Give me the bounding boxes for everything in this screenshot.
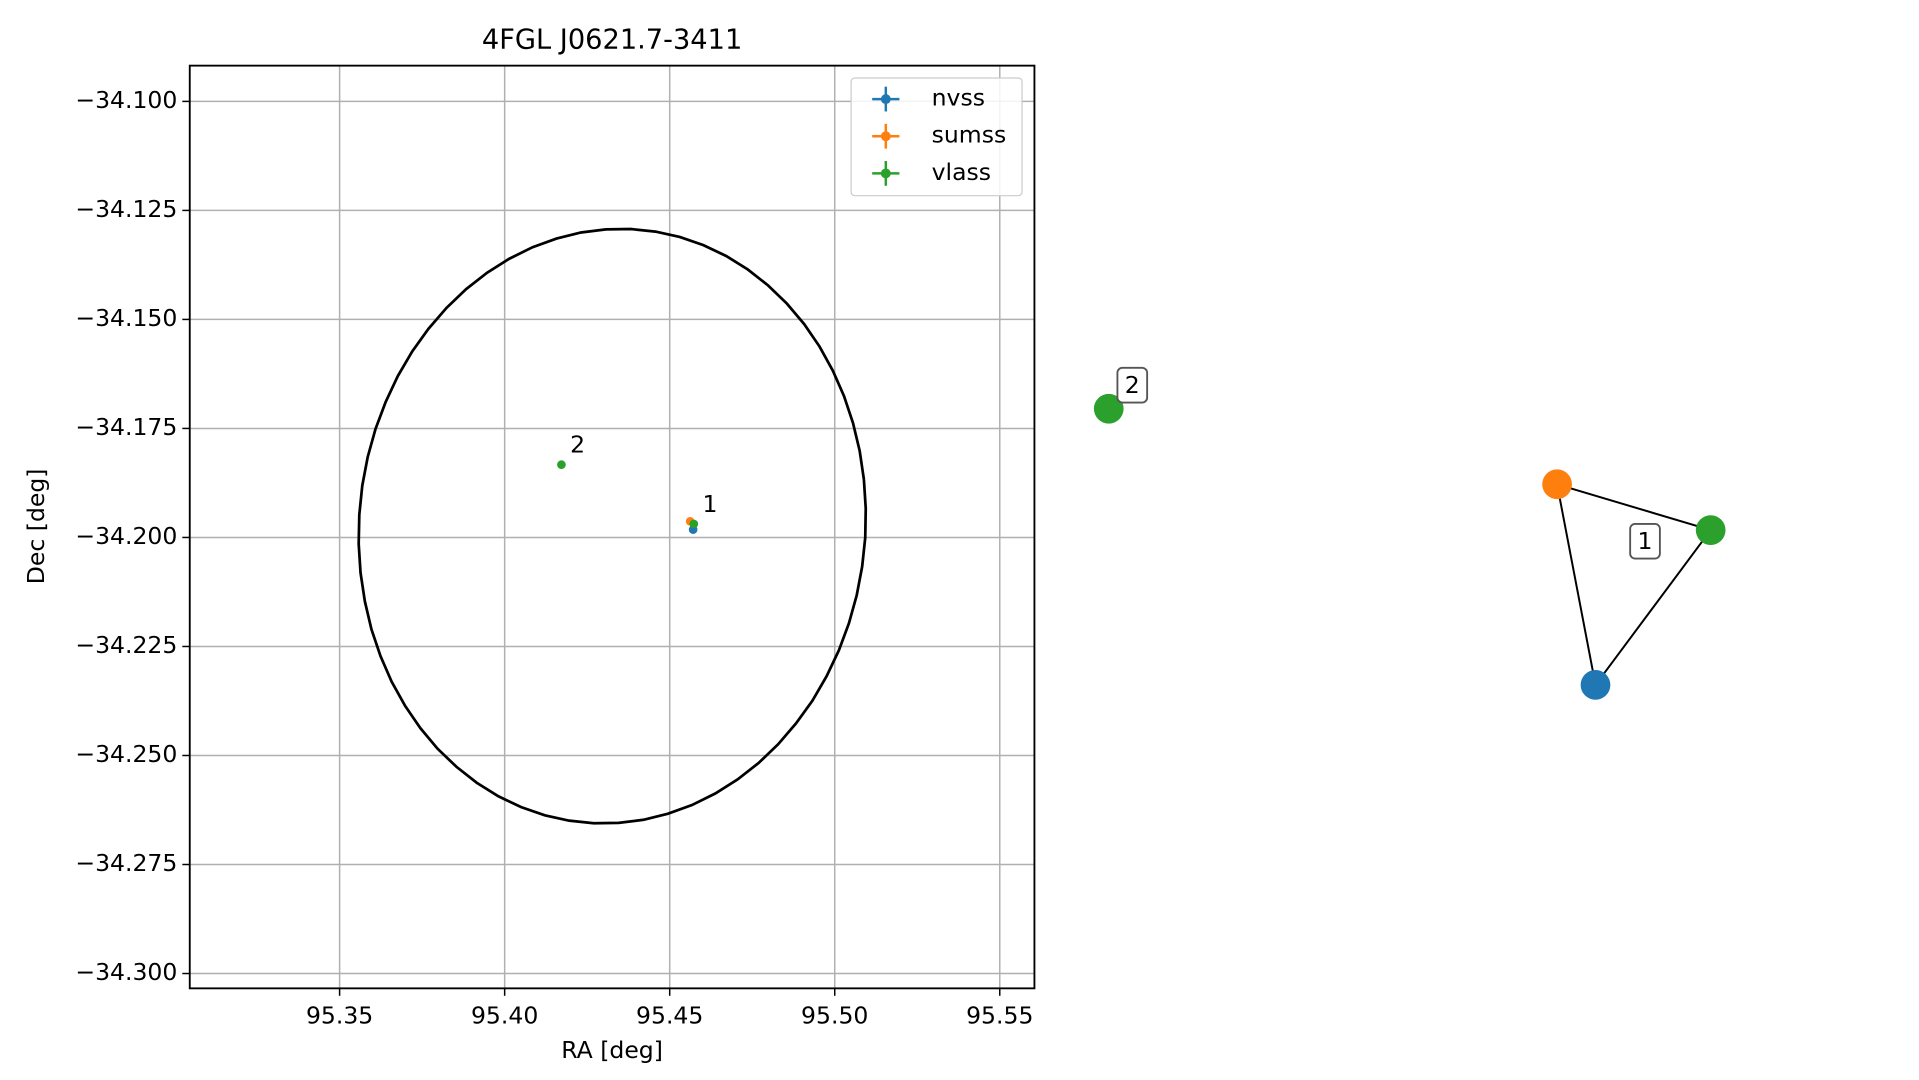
group-label: 1 bbox=[1638, 527, 1653, 555]
legend-marker bbox=[880, 131, 891, 142]
legend-label: nvss bbox=[932, 84, 985, 112]
point bbox=[689, 519, 699, 529]
chart-title: 4FGL J0621.7-3411 bbox=[482, 24, 742, 55]
legend: nvss sumss vlass bbox=[850, 77, 1023, 197]
y-tick-label: −34.125 bbox=[75, 195, 177, 223]
node bbox=[1542, 469, 1572, 500]
y-tick-label: −34.300 bbox=[75, 958, 177, 986]
y-tick-label: −34.175 bbox=[75, 413, 177, 441]
edge bbox=[1594, 529, 1712, 686]
legend-marker bbox=[880, 94, 891, 105]
x-tick-label: 95.50 bbox=[801, 1001, 868, 1029]
node bbox=[1695, 515, 1726, 545]
legend-label: vlass bbox=[932, 158, 991, 186]
x-tick-label: 95.45 bbox=[636, 1001, 703, 1029]
y-tick-label: −34.150 bbox=[75, 304, 177, 332]
y-tick-label: −34.100 bbox=[75, 86, 177, 114]
x-tick-label: 95.40 bbox=[471, 1001, 538, 1029]
point bbox=[557, 460, 566, 469]
group-label-box bbox=[1116, 366, 1149, 404]
x-tick-label: 95.35 bbox=[306, 1001, 373, 1029]
error-ellipse bbox=[357, 227, 868, 825]
frame bbox=[188, 64, 1036, 990]
legend-label: sumss bbox=[932, 121, 1007, 149]
edge bbox=[1556, 484, 1597, 686]
y-tick-label: −34.200 bbox=[75, 522, 177, 550]
node bbox=[1580, 670, 1611, 700]
node bbox=[1093, 393, 1124, 424]
group-label-box bbox=[1629, 522, 1661, 560]
y-tick-label: −34.275 bbox=[75, 849, 177, 877]
x-axis-label: RA [deg] bbox=[561, 1036, 663, 1064]
edge bbox=[1556, 483, 1711, 532]
point-label: 2 bbox=[570, 431, 585, 459]
point-label: 1 bbox=[702, 490, 717, 518]
legend-box bbox=[850, 77, 1023, 197]
y-tick-label: −34.250 bbox=[75, 740, 177, 768]
x-tick-label: 95.55 bbox=[966, 1001, 1033, 1029]
legend-marker bbox=[880, 168, 891, 179]
y-axis-label: Dec [deg] bbox=[22, 469, 50, 585]
y-tick-label: −34.225 bbox=[75, 631, 177, 659]
group-label: 2 bbox=[1125, 371, 1140, 399]
